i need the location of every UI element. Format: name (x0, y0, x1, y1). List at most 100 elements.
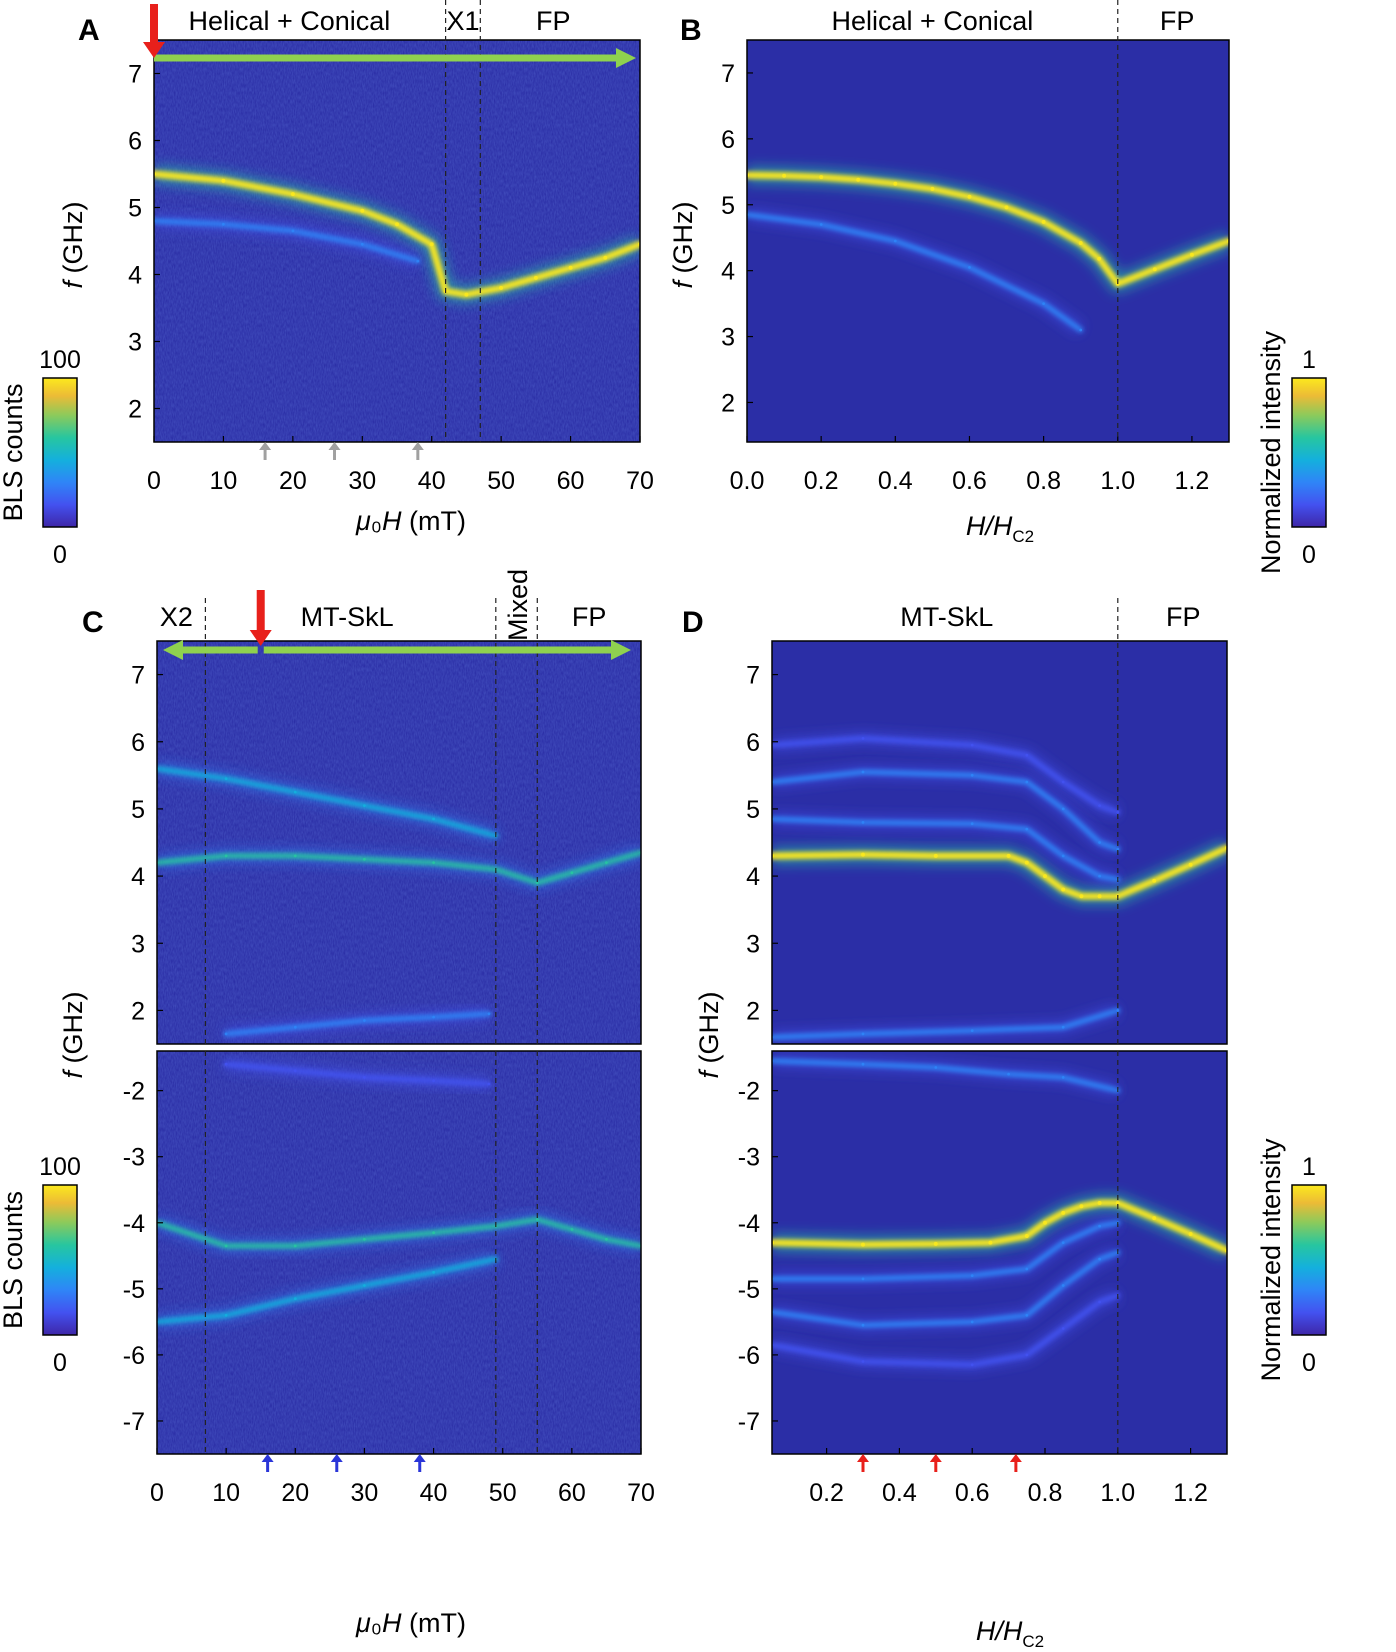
region-label: MT-SkL (301, 602, 394, 632)
plot-B: 2 3 4 5 6 7 0.0 0.2 0.4 0.6 0.8 1.0 1.2 (721, 0, 1230, 495)
x-tick-label: 10 (212, 1479, 240, 1507)
data-point-m2 (1061, 1241, 1065, 1244)
y-tick-label: -2 (738, 1078, 760, 1106)
data-point-m3 (1098, 1257, 1101, 1261)
data-point-main (1043, 1220, 1047, 1225)
data-point-m3 (970, 1320, 974, 1324)
data-point-main (605, 861, 608, 864)
x-tick-label: 0 (150, 1479, 164, 1507)
data-point-low (1061, 1025, 1065, 1029)
x-tick-label: 30 (351, 1479, 379, 1507)
y-axis-label-var: f (694, 1069, 724, 1079)
data-point-lower (432, 1270, 435, 1274)
data-point-m2 (1098, 1224, 1101, 1228)
data-point-main (1097, 256, 1102, 261)
x-tick-label: 10 (210, 467, 238, 495)
data-point-main (395, 222, 399, 227)
data-point-upper (1007, 1072, 1010, 1076)
data-point-m3 (861, 1323, 865, 1327)
y-tick-label: -7 (738, 1408, 760, 1436)
red-arrow-head (143, 42, 165, 58)
y-tick-label: -4 (738, 1210, 760, 1238)
data-point-secondary (1079, 328, 1083, 332)
data-point-m4 (1116, 810, 1120, 814)
red-marker-arrow-head (857, 1454, 869, 1462)
data-point-main (360, 208, 365, 213)
x-tick-label: 0.4 (878, 467, 913, 495)
data-point-m2 (970, 1274, 974, 1277)
data-point-main (856, 177, 861, 182)
plot-area-DB (772, 1051, 1227, 1454)
x-axis-label-mu: μ (355, 506, 371, 536)
x-tick-label: 50 (489, 1479, 517, 1507)
colorbar: 100 0 BLS counts (0, 1153, 81, 1377)
data-point-m2 (1025, 1267, 1029, 1271)
data-point-main (535, 881, 539, 885)
data-point-m3 (1025, 1313, 1029, 1317)
x-tick-label: 0.0 (730, 467, 765, 495)
data-point-m3 (1025, 780, 1029, 784)
data-point-main (363, 1237, 366, 1241)
plot-DT: 2 3 4 5 6 7 (746, 598, 1228, 1045)
y-tick-label: 3 (131, 930, 145, 958)
data-point-lower (224, 1313, 228, 1317)
x-tick-label: 0.6 (955, 1479, 990, 1507)
panel-label-a: A (78, 14, 100, 47)
colorbar-title: Normalized intensity (1256, 330, 1286, 574)
y-tick-label: -5 (738, 1276, 760, 1304)
data-point-low (432, 1015, 435, 1019)
y-tick-label: 3 (721, 324, 735, 352)
colorbar-gradient (42, 377, 78, 528)
x-axis-label-sub: C2 (1022, 1632, 1044, 1651)
y-tick-label: 4 (721, 258, 735, 286)
data-point-m4 (970, 1363, 974, 1367)
blue-arrow-head (261, 1454, 274, 1462)
region-label: Helical + Conical (188, 6, 390, 36)
data-point-main (1061, 887, 1066, 892)
data-point-main (499, 285, 504, 290)
data-point-m3 (970, 773, 974, 777)
colorbar-title: BLS counts (0, 1191, 28, 1329)
data-point-main (1024, 1234, 1029, 1238)
data-point-main (570, 1228, 574, 1231)
mode-line-main (157, 1217, 641, 1249)
data-point-main (933, 1241, 938, 1246)
x-tick-label: 0.8 (1028, 1479, 1063, 1507)
plot-CT: 2 3 4 5 6 7 (131, 598, 642, 1045)
y-tick-label: 6 (131, 729, 145, 757)
data-point-secondary (893, 239, 897, 243)
data-point-m4 (970, 743, 974, 747)
mode-line-upper (157, 766, 499, 839)
data-point-m3 (861, 770, 865, 774)
data-point-low (224, 1032, 228, 1036)
colorbar-max-label: 1 (1302, 346, 1316, 374)
data-point-secondary (416, 259, 420, 263)
data-point-m2 (1025, 827, 1029, 831)
x-tick-label: 40 (418, 467, 446, 495)
plot-area-B (747, 40, 1229, 442)
data-point-m2 (861, 821, 865, 824)
data-point-main (533, 275, 538, 280)
data-point-secondary (360, 242, 364, 246)
panel-label-b: B (680, 14, 702, 47)
y-tick-label: 2 (128, 396, 142, 424)
y-tick-label: -3 (123, 1144, 145, 1172)
colorbar-max-label: 1 (1302, 1153, 1316, 1181)
data-point-low (487, 1012, 491, 1016)
x-axis-label: H/HC2 (966, 511, 1034, 546)
data-point-lower (363, 1284, 366, 1287)
data-point-secondary (222, 222, 225, 226)
data-point-low (861, 1032, 865, 1036)
x-tick-label: 70 (626, 467, 654, 495)
data-point-main (1188, 1232, 1193, 1236)
x-tick-label: 20 (279, 467, 307, 495)
y-tick-label: 5 (746, 796, 760, 824)
data-point-lower (293, 1297, 297, 1301)
x-tick-label: 60 (558, 1479, 586, 1507)
x-tick-label: 1.2 (1175, 467, 1210, 495)
y-tick-label: -6 (738, 1342, 760, 1370)
x-axis-label-h: H/H (976, 1616, 1023, 1646)
region-label: X2 (160, 602, 193, 632)
y-axis-label-unit: (GHz) (668, 202, 698, 281)
data-point-main (1115, 1201, 1120, 1205)
